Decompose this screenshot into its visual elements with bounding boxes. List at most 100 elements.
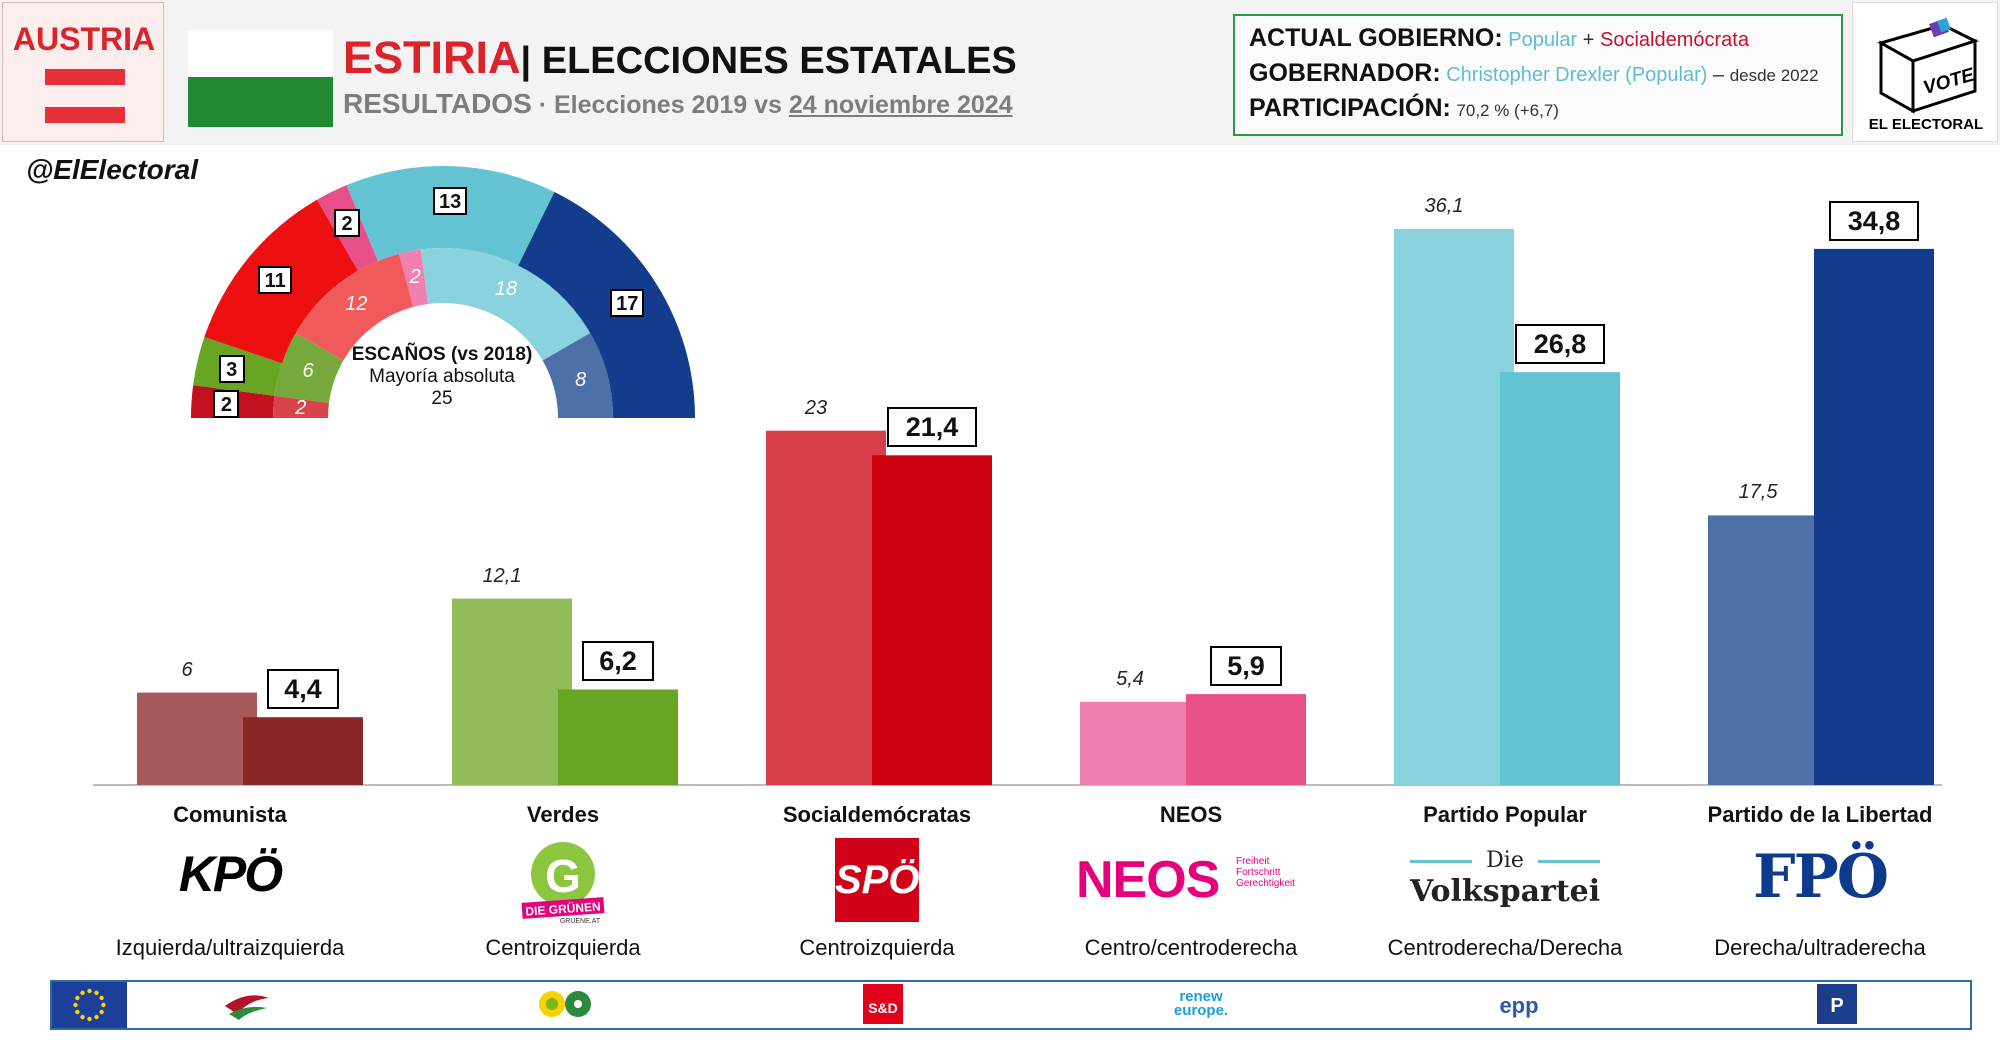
neos-tag-1: Freiheit xyxy=(1236,856,1270,867)
gov-party-1: Popular xyxy=(1508,29,1578,51)
eu-star xyxy=(80,1014,85,1020)
bar-prev-1 xyxy=(452,598,572,785)
bar-2024-2 xyxy=(872,455,992,785)
seat-label-2024: 13 xyxy=(433,187,468,216)
neos-tag-3: Gerechtigkeit xyxy=(1236,878,1295,889)
eu-star xyxy=(94,990,99,996)
bar-2024-3 xyxy=(1186,694,1306,785)
hemicycle-center-text: ESCAÑOS (vs 2018) Mayoría absoluta 25 xyxy=(330,344,554,410)
seat-label-2024: 17 xyxy=(610,289,645,318)
eu-star xyxy=(99,1009,104,1015)
subtitle-date: 24 noviembre 2024 xyxy=(788,91,1013,119)
eu-star xyxy=(80,990,85,996)
ideology-label: Centroizquierda xyxy=(799,935,955,960)
country-badge: AUSTRIA xyxy=(2,2,164,142)
twitter-handle: @ElElectoral xyxy=(26,154,199,185)
austria-flag-stripe-bottom xyxy=(45,107,125,123)
spo-logo-icon: SPÖ xyxy=(835,838,919,922)
neos-logo-tagline: Freiheit Fortschritt Gerechtigkeit xyxy=(1236,856,1295,889)
kpo-logo-icon: KPÖ xyxy=(150,845,310,903)
category-label: Partido Popular xyxy=(1423,802,1587,827)
patriots-icon: P xyxy=(1787,984,1887,1028)
category-label: NEOS xyxy=(1159,802,1223,827)
page-title: ESTIRIA| ELECCIONES ESTATALES xyxy=(343,32,1017,84)
bar-label-prev: 5,4 xyxy=(1116,667,1144,690)
neos-logo-text: NEOS xyxy=(1076,851,1220,909)
seat-arc-prev-5 xyxy=(542,333,613,418)
svg-text:P: P xyxy=(1830,995,1843,1017)
gruene-logo-icon: G DIE GRÜNEN GRUENE.AT xyxy=(518,838,608,925)
gruene-logo-mark: G xyxy=(545,850,581,902)
turnout-key: PARTICIPACIÓN: xyxy=(1249,94,1451,122)
seat-label-2024: 11 xyxy=(258,266,293,295)
seat-arc-2024-5 xyxy=(518,191,695,418)
bar-label-prev: 12,1 xyxy=(482,564,522,587)
left-group-icon xyxy=(197,984,297,1028)
bar-2024-4 xyxy=(1500,372,1620,785)
seat-arc-2024-4 xyxy=(346,166,555,266)
epp-label: epp xyxy=(1499,993,1539,1018)
eu-groups-strip: S&D renew europe. epp P xyxy=(50,980,1972,1030)
styria-flag-white xyxy=(188,30,333,77)
neos-tag-2: Fortschritt xyxy=(1236,867,1281,878)
ballot-box-icon: VOTE EL ELECTORAL xyxy=(1869,17,1983,133)
seat-label-prev: 18 xyxy=(494,278,518,301)
governor-key: GOBERNADOR: xyxy=(1249,59,1441,87)
el-electoral-logo: VOTE EL ELECTORAL xyxy=(1852,2,1998,142)
majority-label: Mayoría absoluta xyxy=(369,366,515,387)
seat-arc-prev-2 xyxy=(295,253,414,361)
brand-text: EL ELECTORAL xyxy=(1869,116,1983,133)
gov-party-2: Socialdemócrata xyxy=(1600,29,1749,51)
gov-line: ACTUAL GOBIERNO: Popular + Socialdemócra… xyxy=(1249,24,1749,53)
seat-arc-prev-3 xyxy=(399,249,428,307)
eu-star xyxy=(87,988,92,994)
subtitle-lead: RESULTADOS xyxy=(343,88,532,119)
gruene-logo-url: GRUENE.AT xyxy=(560,918,601,924)
bar-label-prev: 23 xyxy=(804,396,828,419)
seat-label-2024: 3 xyxy=(218,354,245,383)
governor-since: desde 2022 xyxy=(1729,66,1819,85)
gov-plus: + xyxy=(1577,29,1600,51)
government-info-box: ACTUAL GOBIERNO: Popular + Socialdemócra… xyxy=(1233,14,1843,136)
turnout-line: PARTICIPACIÓN: 70,2 % (+6,7) xyxy=(1249,94,1559,123)
spo-logo-text: SPÖ xyxy=(835,858,920,902)
turnout-value: 70,2 % (+6,7) xyxy=(1456,101,1559,120)
bar-prev-2 xyxy=(766,430,886,785)
fpo-logo-text: FPÖ xyxy=(1753,842,1889,912)
seat-label-prev: 2 xyxy=(295,396,307,419)
eu-star xyxy=(99,995,104,1001)
eu-star xyxy=(75,995,80,1001)
seat-arc-prev-4 xyxy=(420,248,591,361)
region-name: ESTIRIA xyxy=(343,32,521,83)
bar-label-prev: 36,1 xyxy=(1424,194,1464,217)
eu-star xyxy=(75,1009,80,1015)
eu-star xyxy=(87,1016,92,1022)
gruene-logo-sub: DIE GRÜNEN xyxy=(525,898,601,918)
eu-star xyxy=(73,1002,78,1008)
sd-icon: S&D xyxy=(833,984,933,1028)
bar-label-2024: 21,4 xyxy=(887,407,977,448)
bar-2024-1 xyxy=(558,689,678,785)
bar-2024-0 xyxy=(243,717,363,785)
ideology-label: Centroderecha/Derecha xyxy=(1387,935,1623,960)
governor-value: Christopher Drexler (Popular) xyxy=(1446,64,1708,86)
seat-label-2024: 2 xyxy=(334,209,361,238)
category-label: Comunista xyxy=(173,802,287,827)
bar-prev-3 xyxy=(1080,701,1200,785)
epp-icon: epp xyxy=(1469,984,1569,1028)
category-label: Partido de la Libertad xyxy=(1707,802,1933,827)
seat-label-prev: 6 xyxy=(302,360,314,383)
category-label: Socialdemócratas xyxy=(782,802,972,827)
eu-star xyxy=(101,1002,106,1008)
seat-label-prev: 2 xyxy=(409,266,421,289)
fpo-logo-icon: FPÖ xyxy=(1740,842,1900,912)
ideology-label: Izquierda/ultraizquierda xyxy=(115,935,345,960)
seat-label-prev: 8 xyxy=(575,369,587,392)
title-rest: | ELECCIONES ESTATALES xyxy=(520,40,1017,82)
greens-efa-icon xyxy=(515,984,615,1028)
category-label: Verdes xyxy=(526,802,600,827)
bar-label-2024: 34,8 xyxy=(1829,200,1919,241)
bar-label-prev: 17,5 xyxy=(1738,481,1778,504)
seat-arc-prev-1 xyxy=(274,333,344,403)
